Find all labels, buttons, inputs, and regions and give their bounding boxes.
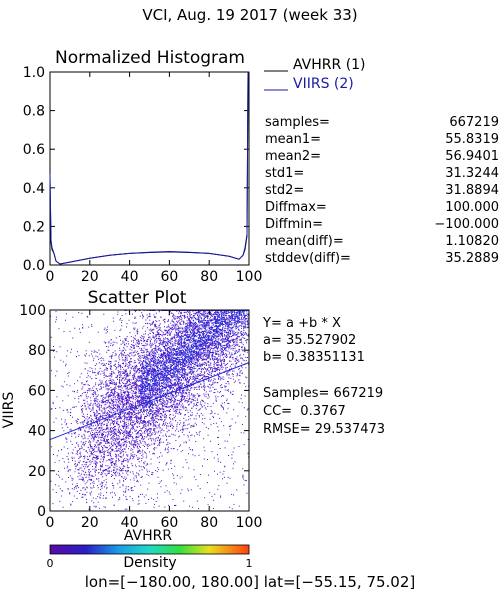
regression-samples: Samples= 667219 <box>263 386 384 401</box>
stat-label: std1= <box>265 166 305 181</box>
hist-series-viirs <box>49 71 249 265</box>
stat-value: 35.2889 <box>445 251 499 266</box>
stat-row-diffmin: Diffmin= −100.000 <box>265 217 499 235</box>
regression-intercept: a= 35.527902 <box>263 333 357 348</box>
stat-value: 56.9401 <box>445 149 499 164</box>
stat-value: 31.8894 <box>445 183 499 198</box>
legend-label-viirs: VIIRS (2) <box>293 76 354 92</box>
stat-value: −100.000 <box>434 217 499 232</box>
scatter-xtick-label: 80 <box>200 515 218 531</box>
stat-value: 1.10820 <box>445 234 499 249</box>
regression-rmse: RMSE= 29.537473 <box>263 422 386 437</box>
hist-xtick-label: 100 <box>236 269 263 285</box>
scatter-xtick-label: 100 <box>236 515 263 531</box>
scatter-ytick-label: 80 <box>28 343 46 359</box>
stat-label: Diffmax= <box>265 200 327 215</box>
page-title: VCI, Aug. 19 2017 (week 33) <box>142 6 358 24</box>
stat-row-samples: samples= 667219 <box>265 115 499 133</box>
scatter-ytick-label: 20 <box>28 464 46 480</box>
histogram-title: Normalized Histogram <box>55 48 245 68</box>
hist-ytick-label: 0.6 <box>23 142 45 158</box>
regression-line <box>49 362 250 441</box>
hist-ytick-label: 0.4 <box>23 181 45 197</box>
stat-label: Diffmin= <box>265 217 323 232</box>
stat-label: std2= <box>265 183 305 198</box>
hist-xtick-label: 80 <box>200 269 218 285</box>
legend-label-avhrr: AVHRR (1) <box>293 57 366 73</box>
stat-value: 667219 <box>449 115 499 130</box>
stat-row-mean2: mean2= 56.9401 <box>265 149 499 167</box>
extent-label: lon=[−180.00, 180.00] lat=[−55.15, 75.02… <box>84 573 416 591</box>
hist-xtick-label: 60 <box>160 269 178 285</box>
stat-value: 100.000 <box>445 200 499 215</box>
hist-xtick-label: 20 <box>81 269 99 285</box>
colorbar-min-label: 0 <box>47 557 54 570</box>
stat-row-diffmax: Diffmax= 100.000 <box>265 200 499 218</box>
stat-row-std2: std2= 31.8894 <box>265 183 499 201</box>
stat-row-mean-diff: mean(diff)= 1.10820 <box>265 234 499 252</box>
stat-label: stddev(diff)= <box>265 251 351 266</box>
histogram-lines <box>49 71 250 265</box>
stat-row-std1: std1= 31.3244 <box>265 166 499 184</box>
scatter-axis-ticks: 100 80 60 40 20 00 20 40 60 80 100 <box>19 303 262 531</box>
scatter-title: Scatter Plot <box>88 288 187 308</box>
scatter-point-cloud <box>50 310 249 511</box>
scatter-dense-core <box>139 310 249 434</box>
scatter-ylabel: VIIRS <box>1 392 17 429</box>
scatter-points <box>50 310 249 511</box>
regression-cc: CC= 0.3767 <box>263 404 346 419</box>
colorbar-max-label: 1 <box>246 557 253 570</box>
density-colorbar <box>49 544 250 555</box>
scatter-ytick-label: 100 <box>19 303 46 319</box>
hist-ytick-label: 0.2 <box>23 219 45 235</box>
hist-xtick-label: 0 <box>46 269 55 285</box>
histogram-frame <box>49 71 250 266</box>
hist-ytick-label: 1.0 <box>23 65 45 81</box>
stat-label: samples= <box>265 115 330 130</box>
hist-ytick-label: 0.0 <box>23 258 45 274</box>
scatter-frame <box>49 309 250 512</box>
scatter-ytick-label: 0 <box>37 504 46 520</box>
scatter-ytick-label: 60 <box>28 383 46 399</box>
colorbar-label: Density <box>123 555 176 571</box>
scatter-ytick-label: 40 <box>28 424 46 440</box>
scatter-xtick-label: 40 <box>121 515 139 531</box>
stat-value: 55.8319 <box>445 132 499 147</box>
scatter-xtick-label: 0 <box>46 515 55 531</box>
regression-slope: b= 0.38351131 <box>263 350 365 365</box>
scatter-xlabel: AVHRR <box>124 528 173 544</box>
hist-series-avhrr <box>49 71 250 265</box>
stat-label: mean(diff)= <box>265 234 344 249</box>
hist-xtick-label: 40 <box>121 269 139 285</box>
histogram-axis-ticks: 1.0 0.8 0.6 0.4 0.2 0.00 20 40 60 80 100 <box>23 65 263 285</box>
stat-row-stddev-diff: stddev(diff)= 35.2889 <box>265 251 499 269</box>
stat-label: mean1= <box>265 132 322 147</box>
stat-value: 31.3244 <box>445 166 499 181</box>
regression-equation: Y= a +b * X <box>263 316 341 331</box>
stat-label: mean2= <box>265 149 322 164</box>
hist-ytick-label: 0.8 <box>23 104 45 120</box>
scatter-xtick-label: 60 <box>160 515 178 531</box>
stat-row-mean1: mean1= 55.8319 <box>265 132 499 150</box>
scatter-xtick-label: 20 <box>81 515 99 531</box>
